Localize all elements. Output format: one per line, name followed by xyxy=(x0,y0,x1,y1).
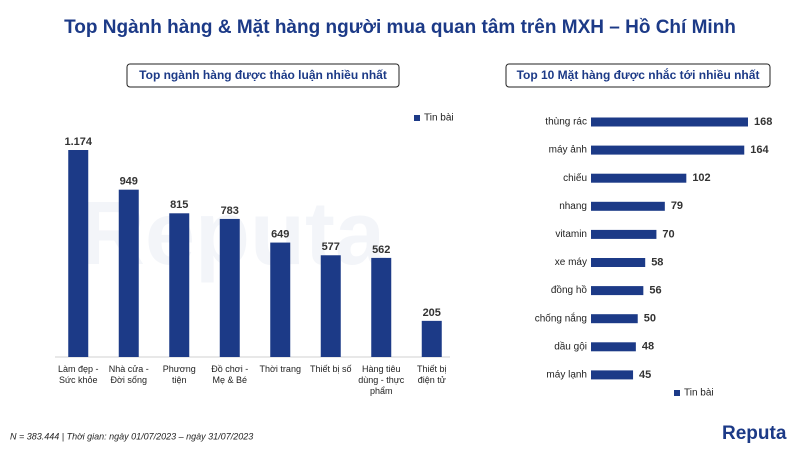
y-tick-label: vitamin xyxy=(555,229,587,240)
value-label: 783 xyxy=(221,205,239,217)
logo: Reputa xyxy=(722,423,787,444)
bar xyxy=(591,314,638,324)
x-tick-label: Phương tiện xyxy=(162,364,196,385)
y-tick-label: máy lạnh xyxy=(546,370,587,381)
y-tick-label: chống nắng xyxy=(535,311,587,324)
bar xyxy=(591,173,687,183)
legend-label: Tin bài xyxy=(684,388,714,399)
x-tick-label: Thời trang xyxy=(259,364,301,374)
bar xyxy=(591,258,646,267)
x-tick-label: Thiết bị điện tử xyxy=(416,364,447,385)
legend-swatch xyxy=(674,390,680,396)
value-label: 50 xyxy=(644,313,656,325)
bar xyxy=(270,242,291,357)
bar xyxy=(591,229,657,239)
bar xyxy=(591,145,745,155)
bar xyxy=(591,342,636,352)
x-tick-label: Làm đẹp - Sức khỏe xyxy=(57,364,99,385)
value-label: 164 xyxy=(750,144,769,156)
x-tick-label: Thiết bị số xyxy=(309,364,352,374)
bar xyxy=(591,370,634,380)
value-label: 949 xyxy=(120,176,138,188)
panel-title-box xyxy=(505,63,771,88)
value-label: 56 xyxy=(649,285,661,297)
x-tick-label: Nhà cửa - Đời sống xyxy=(108,364,149,385)
panel-title-box xyxy=(126,63,400,88)
value-label: 70 xyxy=(662,228,674,240)
y-tick-label: xe máy xyxy=(555,257,587,268)
y-tick-label: nhang xyxy=(559,201,587,212)
bar xyxy=(591,201,665,211)
value-label: 48 xyxy=(642,341,654,353)
value-label: 649 xyxy=(271,228,289,240)
y-tick-label: chiếu xyxy=(563,172,587,184)
value-label: 168 xyxy=(754,116,772,128)
bar xyxy=(591,117,748,127)
value-label: 45 xyxy=(639,369,651,381)
value-label: 562 xyxy=(372,244,390,256)
y-tick-label: thùng rác xyxy=(545,117,587,128)
value-label: 577 xyxy=(322,241,340,253)
y-tick-label: dầu gội xyxy=(554,340,587,352)
value-label: 205 xyxy=(423,307,441,319)
value-label: 1.174 xyxy=(64,136,92,148)
page-title: Top Ngành hàng & Mặt hàng người mua quan… xyxy=(64,17,736,38)
legend-swatch xyxy=(414,115,420,121)
panel-title: Top 10 Mặt hàng được nhắc tới nhiều nhất xyxy=(517,67,760,82)
bar xyxy=(421,320,442,357)
bar xyxy=(591,286,644,296)
x-tick-label: Đồ chơi - Mẹ & Bé xyxy=(211,364,249,385)
bar xyxy=(68,150,89,357)
bar xyxy=(169,213,190,357)
bar xyxy=(219,218,240,357)
y-tick-label: máy ảnh xyxy=(549,145,587,156)
value-label: 815 xyxy=(170,199,188,211)
bar xyxy=(118,189,139,357)
y-tick-label: đồng hồ xyxy=(551,284,588,296)
value-label: 58 xyxy=(651,256,663,268)
legend-label: Tin bài xyxy=(424,113,454,124)
x-tick-label: Hàng tiêu dùng - thực phẩm xyxy=(358,364,405,396)
value-label: 79 xyxy=(671,200,683,212)
bar xyxy=(320,255,341,357)
bar xyxy=(371,257,392,357)
footnote: N = 383.444 | Thời gian: ngày 01/07/2023… xyxy=(10,431,253,441)
panel-title: Top ngành hàng được thảo luận nhiều nhất xyxy=(139,68,387,82)
value-label: 102 xyxy=(692,172,710,184)
